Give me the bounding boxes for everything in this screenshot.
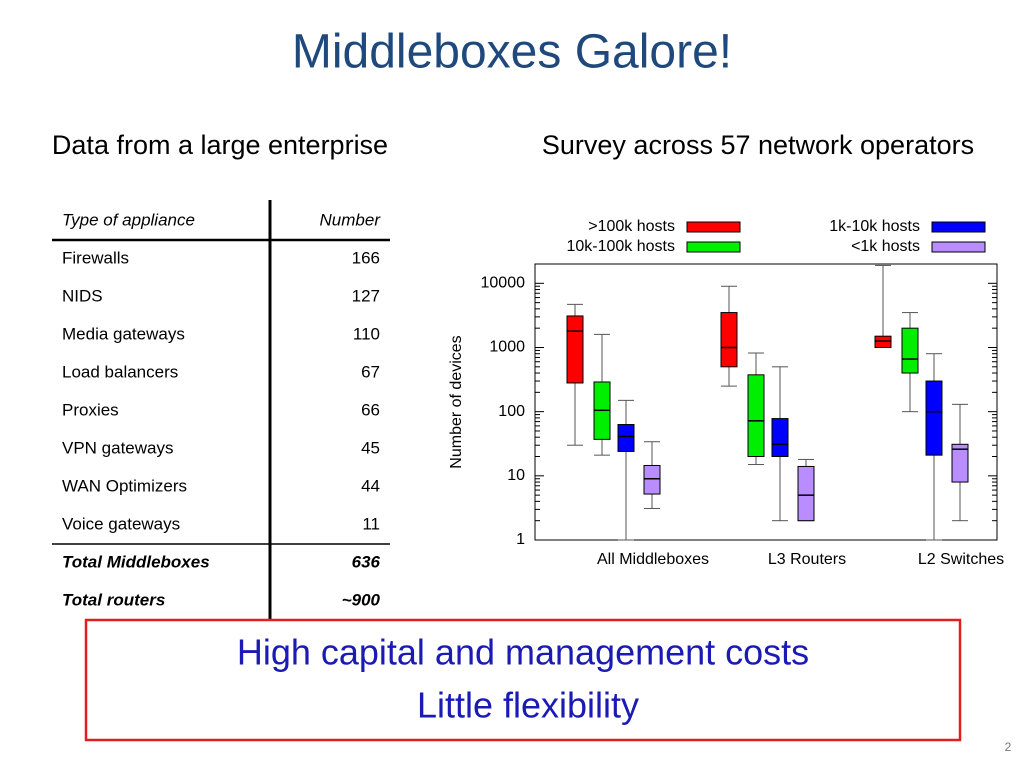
table-cell: 166 [352,248,380,267]
x-tick-label: L3 Routers [768,551,846,568]
table-header-cell: Type of appliance [62,210,195,229]
legend-swatch [686,241,741,253]
table-header-cell: Number [320,210,382,229]
box [874,335,892,348]
box [617,424,635,452]
table-cell: 66 [361,400,380,419]
callout-box [84,618,962,742]
box [951,443,969,483]
legend-label: 1k-10k hosts [829,218,920,235]
box [771,418,789,458]
table-cell: 44 [361,476,380,495]
table-total-cell: ~900 [342,590,381,609]
table-total-cell: Total routers [62,590,165,609]
left-heading: Data from a large enterprise [52,130,388,160]
x-tick-label: All Middleboxes [597,551,709,568]
table-cell: 45 [361,438,380,457]
table-cell: 127 [352,286,380,305]
legend-swatch [686,221,741,233]
box [797,465,815,522]
legend-swatch [931,221,986,233]
y-tick-label: 1 [516,531,525,548]
box [901,327,919,374]
legend-swatch [931,241,986,253]
y-tick-label: 10000 [481,275,526,292]
box [747,374,765,458]
y-axis-label: Number of devices [448,335,465,468]
y-tick-label: 100 [498,403,525,420]
right-heading: Survey across 57 network operators [542,130,974,160]
table-cell: Media gateways [62,324,185,343]
legend-label: 10k-100k hosts [566,238,675,255]
table-cell: Firewalls [62,248,129,267]
table-cell: WAN Optimizers [62,476,187,495]
table-cell: Load balancers [62,362,178,381]
table-cell: 11 [362,514,380,533]
page-number: 2 [1005,740,1012,754]
table-cell: Proxies [62,400,119,419]
table-cell: 110 [353,324,380,343]
slide-title: Middleboxes Galore! [292,26,732,79]
table-total-cell: Total Middleboxes [62,552,210,571]
plot-frame [534,263,998,541]
table-cell: NIDS [62,286,103,305]
table-total-cell: 636 [352,552,381,571]
legend-label: >100k hosts [588,218,675,235]
box [720,312,738,368]
table-cell: Voice gateways [62,514,180,533]
y-tick-label: 10 [507,467,525,484]
table-cell: 67 [361,362,380,381]
box [643,464,661,495]
table-cell: VPN gateways [62,438,174,457]
callout-line: High capital and management costs [237,632,809,673]
y-tick-label: 1000 [489,339,525,356]
legend-label: <1k hosts [851,238,920,255]
box [566,315,584,384]
callout-line: Little flexibility [417,685,639,726]
x-tick-label: L2 Switches [918,551,1004,568]
box [925,380,943,456]
